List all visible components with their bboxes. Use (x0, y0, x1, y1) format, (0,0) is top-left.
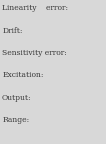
Text: Linearity    error:: Linearity error: (2, 4, 68, 12)
Text: Sensitivity error:: Sensitivity error: (2, 49, 67, 57)
Text: Output:: Output: (2, 94, 32, 102)
Text: Range:: Range: (2, 116, 29, 124)
Text: Excitation:: Excitation: (2, 71, 44, 79)
Text: Drift:: Drift: (2, 27, 23, 35)
